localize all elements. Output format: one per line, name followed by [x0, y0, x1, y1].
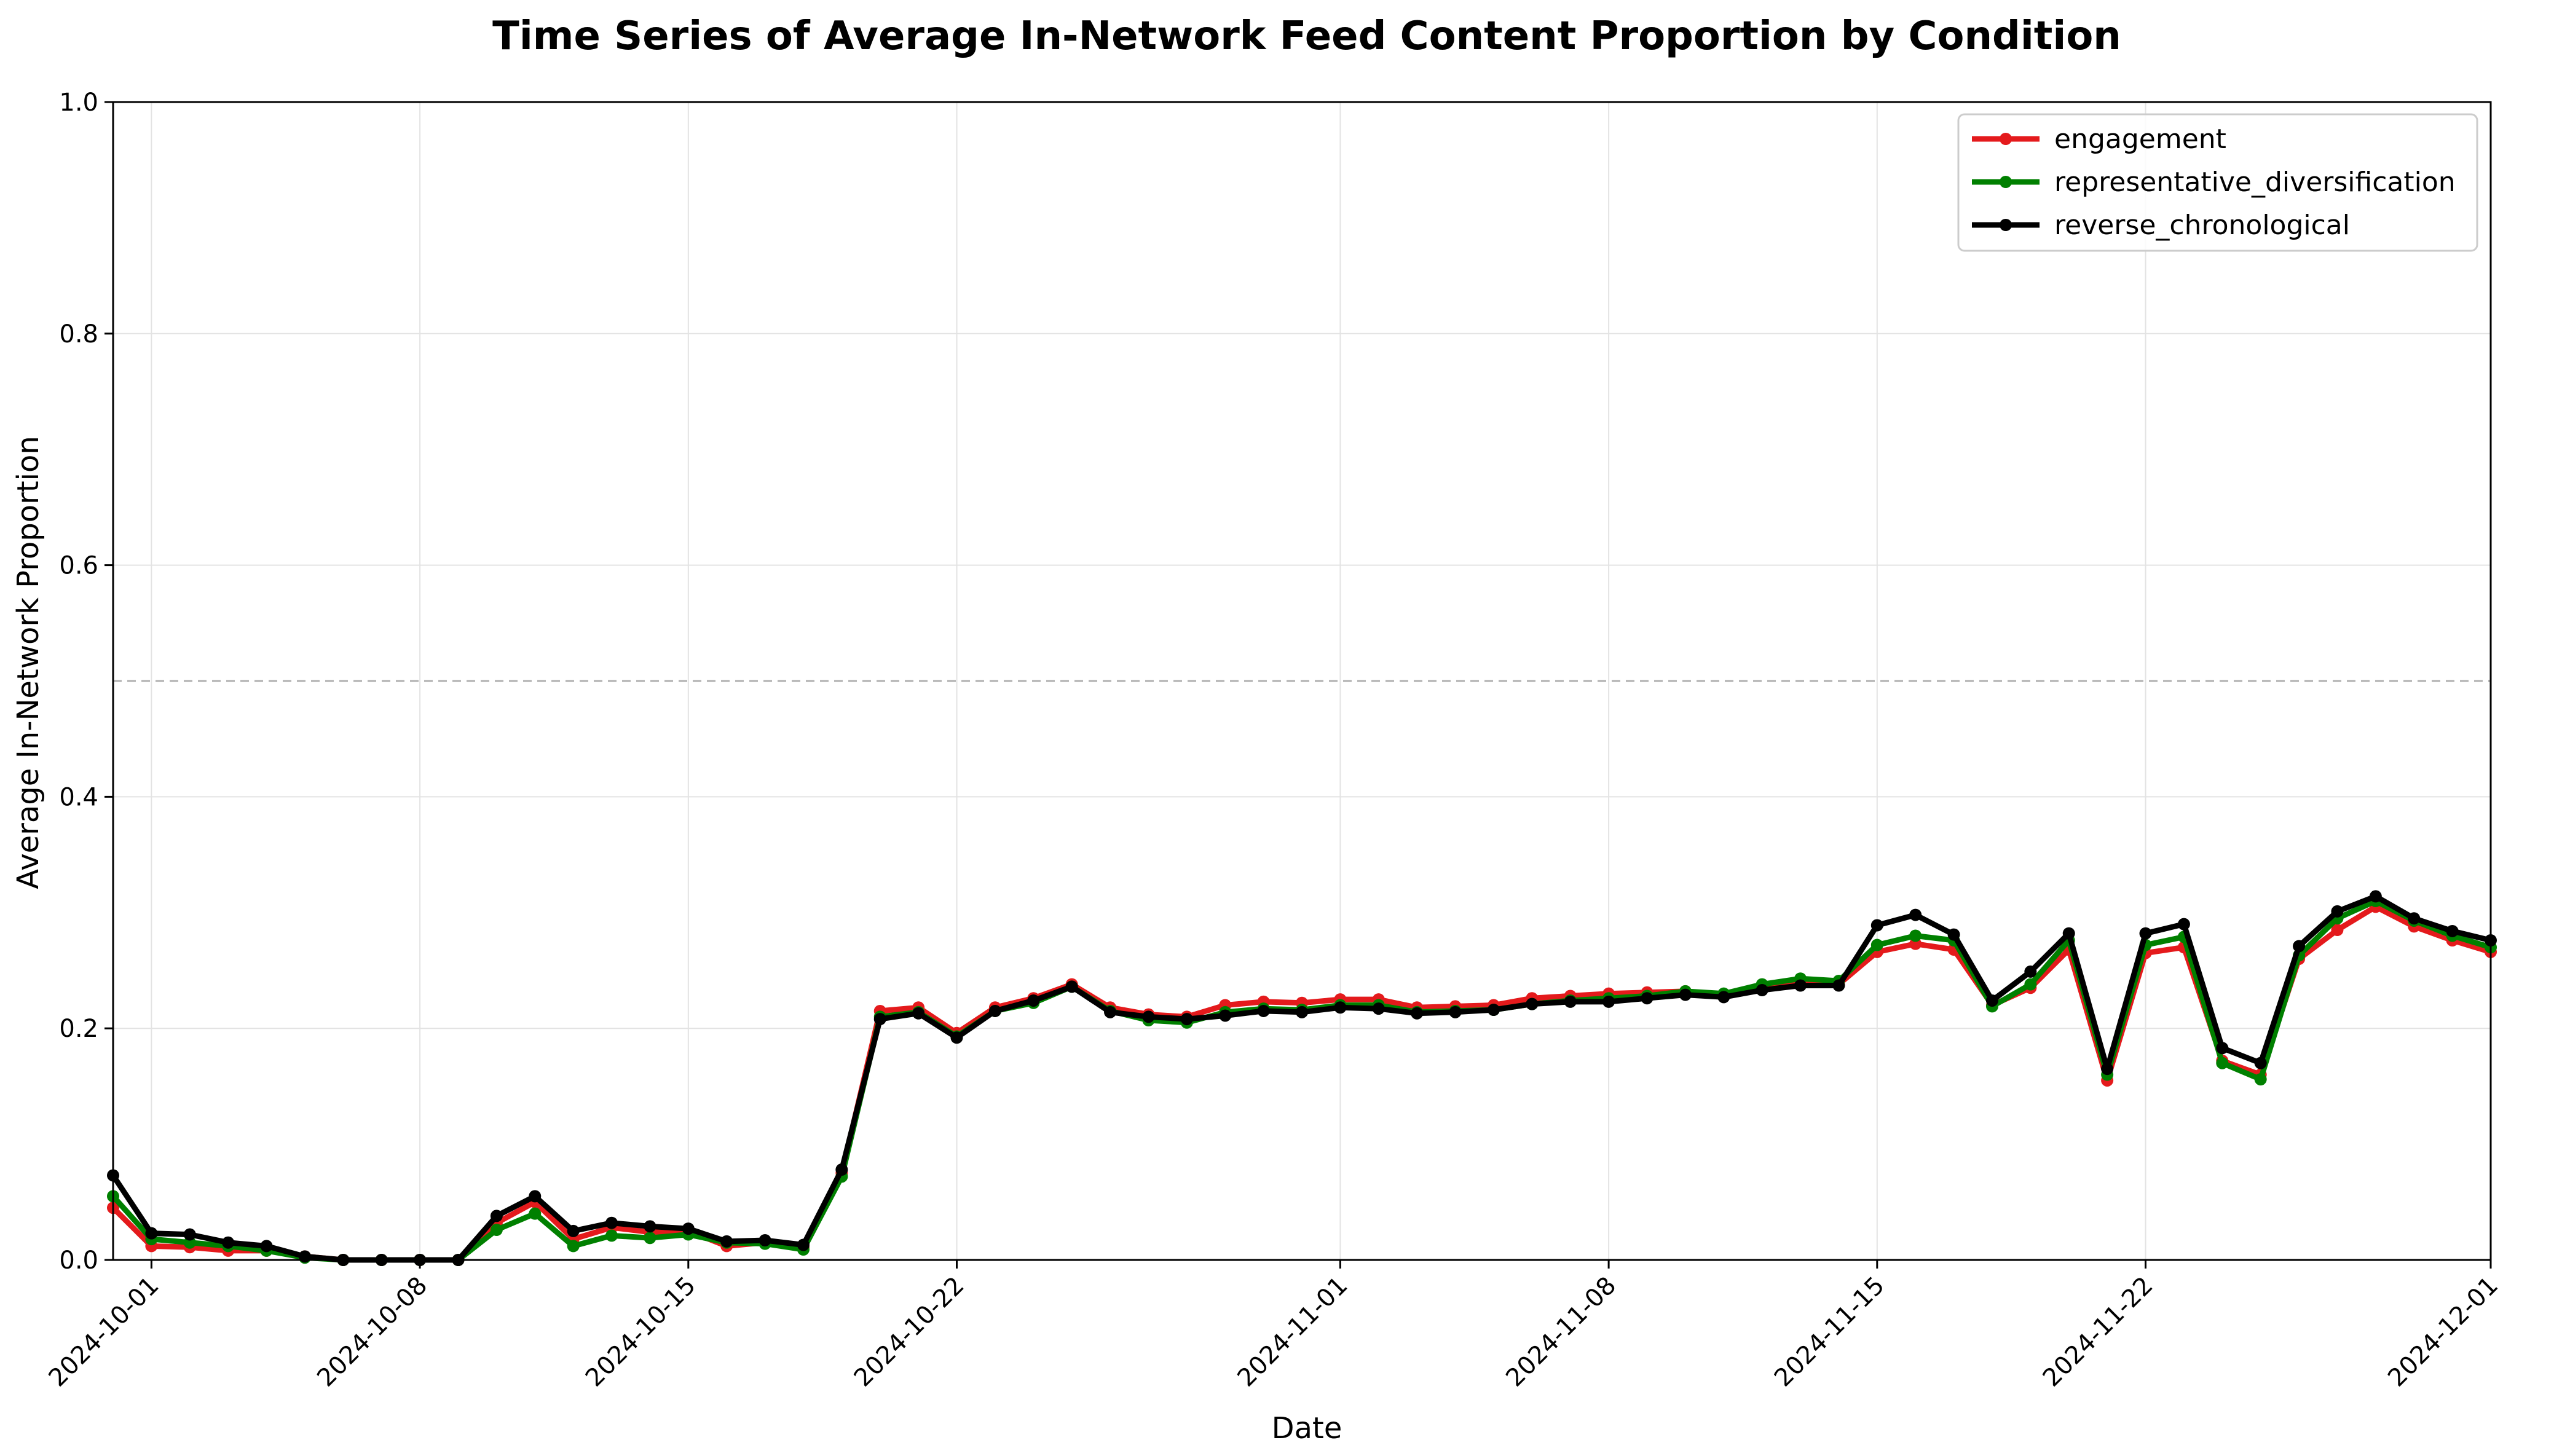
data-point-reverse_chronological	[1219, 1009, 1232, 1022]
data-point-reverse_chronological	[950, 1031, 963, 1044]
data-point-reverse_chronological	[644, 1220, 656, 1233]
legend-marker	[2000, 176, 2012, 188]
data-point-reverse_chronological	[988, 1004, 1001, 1017]
data-point-reverse_chronological	[1449, 1005, 1462, 1018]
y-tick-label: 0.4	[59, 783, 98, 811]
data-point-reverse_chronological	[759, 1234, 771, 1246]
data-point-reverse_chronological	[1027, 994, 1040, 1007]
data-point-reverse_chronological	[1717, 991, 1730, 1004]
data-point-reverse_chronological	[1947, 928, 1960, 941]
data-point-reverse_chronological	[2331, 905, 2344, 918]
data-point-representative_diversification	[490, 1224, 503, 1237]
data-point-reverse_chronological	[2254, 1057, 2267, 1069]
data-point-reverse_chronological	[1909, 908, 1922, 921]
data-point-reverse_chronological	[1870, 919, 1883, 932]
data-point-reverse_chronological	[682, 1222, 695, 1235]
y-tick-label: 0.8	[59, 320, 98, 348]
y-tick-label: 0.6	[59, 552, 98, 580]
chart-title: Time Series of Average In-Network Feed C…	[492, 14, 2121, 59]
data-point-representative_diversification	[2216, 1057, 2229, 1069]
data-point-reverse_chronological	[1832, 979, 1845, 992]
data-point-reverse_chronological	[1334, 1001, 1347, 1014]
data-point-reverse_chronological	[1065, 980, 1078, 993]
data-point-reverse_chronological	[912, 1007, 925, 1020]
data-point-representative_diversification	[1870, 939, 1883, 951]
data-point-reverse_chronological	[605, 1216, 618, 1229]
data-point-reverse_chronological	[835, 1163, 848, 1176]
data-point-reverse_chronological	[797, 1238, 810, 1251]
data-point-reverse_chronological	[490, 1210, 503, 1222]
y-tick-label: 0.2	[59, 1015, 98, 1043]
data-point-reverse_chronological	[567, 1224, 580, 1237]
data-point-reverse_chronological	[2293, 940, 2306, 953]
data-point-reverse_chronological	[2024, 965, 2037, 978]
data-point-reverse_chronological	[1679, 988, 1692, 1001]
legend: engagement representative_diversification…	[1957, 113, 2478, 252]
data-point-representative_diversification	[2024, 978, 2037, 991]
plot-frame	[112, 101, 2492, 1261]
data-point-reverse_chronological	[2177, 918, 2190, 931]
data-point-reverse_chronological	[1142, 1010, 1155, 1023]
legend-label: representative_diversification	[2054, 167, 2456, 198]
data-point-reverse_chronological	[873, 1013, 886, 1026]
data-point-reverse_chronological	[1411, 1007, 1424, 1020]
data-point-reverse_chronological	[1487, 1004, 1500, 1017]
data-point-reverse_chronological	[1641, 992, 1653, 1005]
data-point-reverse_chronological	[2062, 927, 2075, 940]
data-point-reverse_chronological	[1985, 994, 1998, 1007]
data-point-reverse_chronological	[2139, 927, 2152, 940]
data-point-reverse_chronological	[260, 1240, 273, 1253]
data-point-reverse_chronological	[2216, 1042, 2229, 1055]
data-point-reverse_chronological	[720, 1235, 733, 1248]
data-point-representative_diversification	[1909, 929, 1922, 942]
legend-marker	[2000, 219, 2012, 231]
legend-marker	[2000, 133, 2012, 145]
data-point-representative_diversification	[567, 1240, 580, 1253]
data-point-reverse_chronological	[1794, 979, 1807, 992]
data-point-representative_diversification	[644, 1232, 656, 1245]
data-point-reverse_chronological	[1104, 1005, 1117, 1018]
data-point-reverse_chronological	[2369, 890, 2382, 903]
data-point-reverse_chronological	[2101, 1063, 2114, 1076]
data-point-reverse_chronological	[1257, 1004, 1270, 1017]
data-point-representative_diversification	[605, 1229, 618, 1242]
y-tick-label: 1.0	[59, 89, 98, 117]
data-point-reverse_chronological	[222, 1236, 235, 1249]
data-point-reverse_chronological	[1180, 1013, 1193, 1026]
data-point-reverse_chronological	[1296, 1005, 1308, 1018]
data-point-representative_diversification	[2254, 1073, 2267, 1086]
data-point-reverse_chronological	[1564, 995, 1577, 1008]
y-tick-label: 0.0	[59, 1246, 98, 1275]
data-point-reverse_chronological	[1372, 1002, 1385, 1015]
y-axis-label: Average In-Network Proportion	[11, 436, 45, 889]
legend-label: engagement	[2054, 124, 2226, 155]
data-point-representative_diversification	[529, 1207, 542, 1220]
data-point-reverse_chronological	[2446, 924, 2459, 937]
data-point-engagement	[2331, 924, 2344, 937]
data-point-reverse_chronological	[1602, 995, 1615, 1008]
legend-box	[1957, 113, 2478, 252]
data-point-reverse_chronological	[145, 1227, 158, 1240]
data-point-reverse_chronological	[183, 1228, 196, 1241]
data-point-reverse_chronological	[529, 1190, 542, 1203]
data-point-reverse_chronological	[1756, 984, 1768, 997]
data-point-reverse_chronological	[1526, 998, 1539, 1010]
legend-label: reverse_chronological	[2054, 210, 2350, 241]
data-point-reverse_chronological	[2408, 912, 2421, 925]
y-axis: 0.0 0.2 0.4 0.6 0.8 1.0	[59, 89, 113, 1275]
x-axis-label: Date	[1272, 1411, 1342, 1446]
